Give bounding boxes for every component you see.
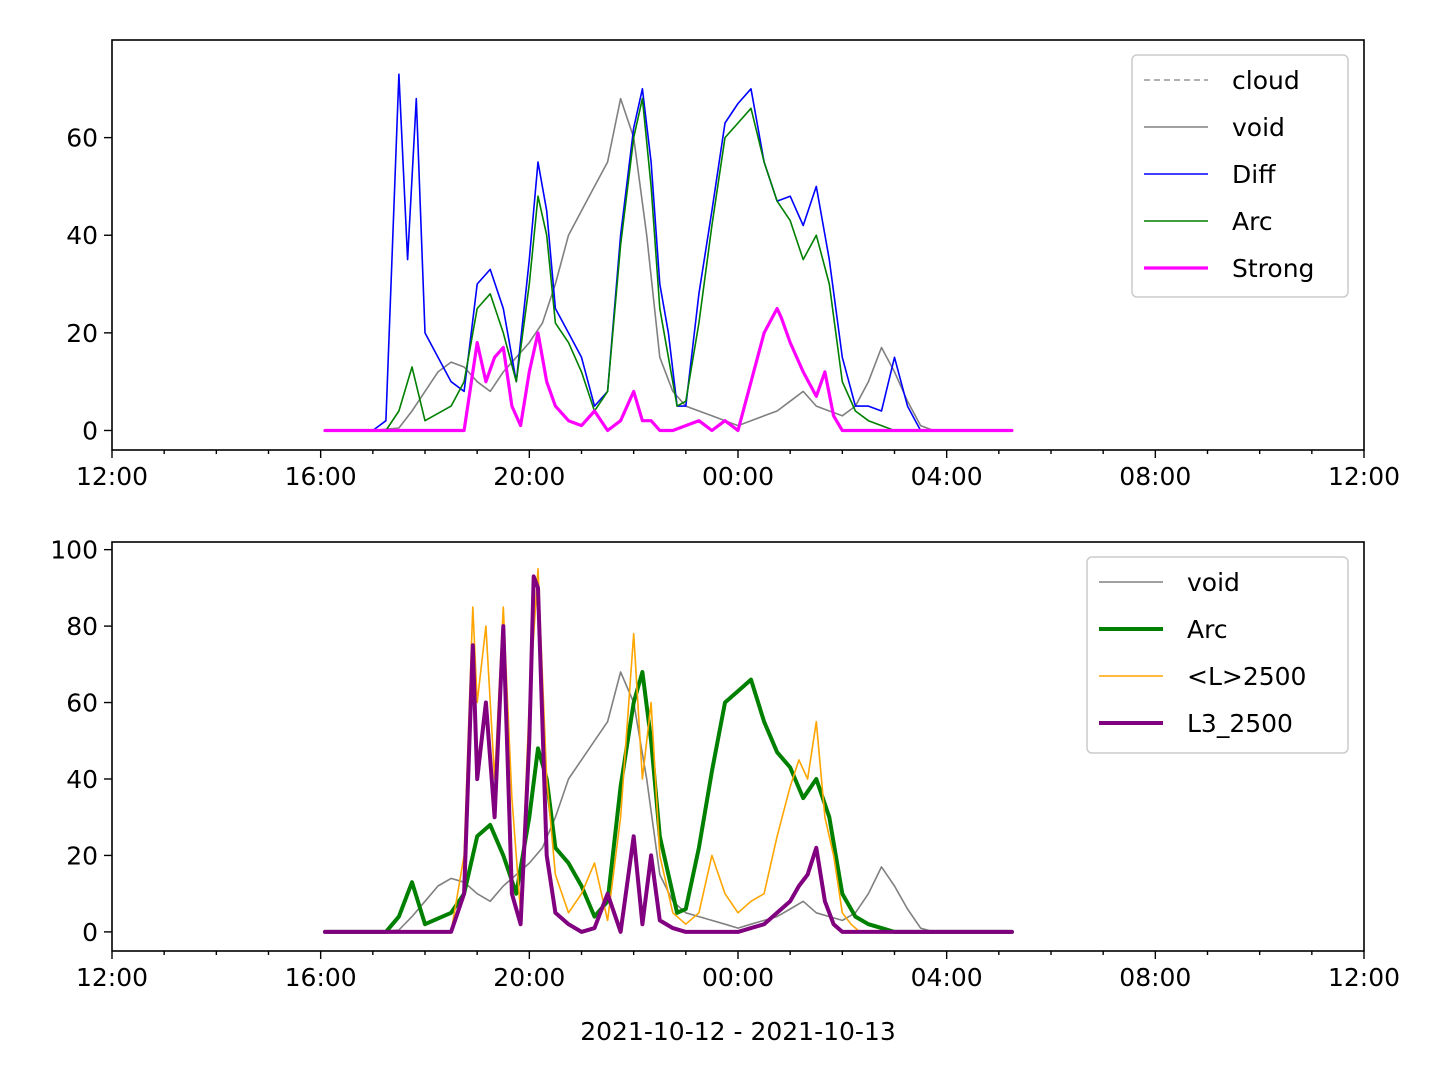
x-tick-label: 20:00	[493, 963, 565, 992]
y-tick-label: 40	[66, 221, 98, 250]
y-tick-label: 0	[82, 918, 98, 947]
series-line-void	[324, 97, 1013, 432]
x-tick-label: 08:00	[1119, 963, 1191, 992]
bottom-plot-lines	[323, 567, 1014, 934]
x-tick-label: 16:00	[285, 462, 357, 491]
top-legend: cloud void Diff Arc Strong	[1131, 54, 1349, 298]
x-tick-label: 08:00	[1119, 462, 1191, 491]
series-line-l3-2500	[323, 574, 1014, 934]
legend-label-cloud: cloud	[1232, 66, 1300, 95]
top-subplot: 12:00 16:00 20:00 00:00 04:00 08:00 12:00 0 20 4…	[66, 39, 1400, 491]
legend-box	[1131, 54, 1349, 298]
x-tick-label: 04:00	[911, 462, 983, 491]
legend-box	[1086, 556, 1349, 754]
y-tick-label: 60	[66, 689, 98, 718]
x-tick-label: 20:00	[493, 462, 565, 491]
legend-label-void: void	[1232, 113, 1285, 142]
x-tick-label: 12:00	[1328, 963, 1400, 992]
x-tick-label: 00:00	[702, 462, 774, 491]
y-tick-label: 0	[82, 416, 98, 445]
x-tick-label: 04:00	[911, 963, 983, 992]
legend-label-l-2500: <L>2500	[1187, 662, 1306, 691]
top-y-ticks: 0 20 40 60	[66, 124, 112, 445]
bottom-subplot: 12:00 16:00 20:00 00:00 04:00 08:00 12:00 0 20 4…	[50, 536, 1400, 992]
series-line-strong	[323, 306, 1014, 433]
legend-label-arc: Arc	[1187, 615, 1228, 644]
bottom-x-ticks: 12:00 16:00 20:00 00:00 04:00 08:00 12:00	[76, 951, 1400, 992]
legend-label-arc: Arc	[1232, 207, 1273, 236]
x-tick-label: 12:00	[1328, 462, 1400, 491]
series-line-arc	[323, 670, 1014, 934]
legend-label-strong: Strong	[1232, 254, 1314, 283]
x-tick-label: 12:00	[76, 963, 148, 992]
series-line-void	[324, 671, 1013, 933]
top-plot-lines	[323, 73, 1014, 433]
y-tick-label: 80	[66, 612, 98, 641]
y-tick-label: 60	[66, 124, 98, 153]
x-axis-label: 2021-10-12 - 2021-10-13	[580, 1017, 896, 1046]
series-line-diff	[324, 73, 1013, 432]
x-tick-label: 12:00	[76, 462, 148, 491]
y-tick-label: 40	[66, 765, 98, 794]
y-tick-label: 20	[66, 319, 98, 348]
legend-label-void: void	[1187, 568, 1240, 597]
y-tick-label: 100	[50, 536, 98, 565]
legend-label-diff: Diff	[1232, 160, 1276, 189]
x-tick-label: 16:00	[285, 963, 357, 992]
series-line-arc	[324, 97, 1013, 432]
bottom-legend: void Arc <L>2500 L3_2500	[1086, 556, 1349, 754]
top-x-ticks: 12:00 16:00 20:00 00:00 04:00 08:00 12:00	[76, 450, 1400, 491]
y-tick-label: 20	[66, 841, 98, 870]
x-tick-label: 00:00	[702, 963, 774, 992]
legend-label-l3-2500: L3_2500	[1187, 709, 1293, 738]
bottom-y-ticks: 0 20 40 60 80 100	[50, 536, 112, 947]
